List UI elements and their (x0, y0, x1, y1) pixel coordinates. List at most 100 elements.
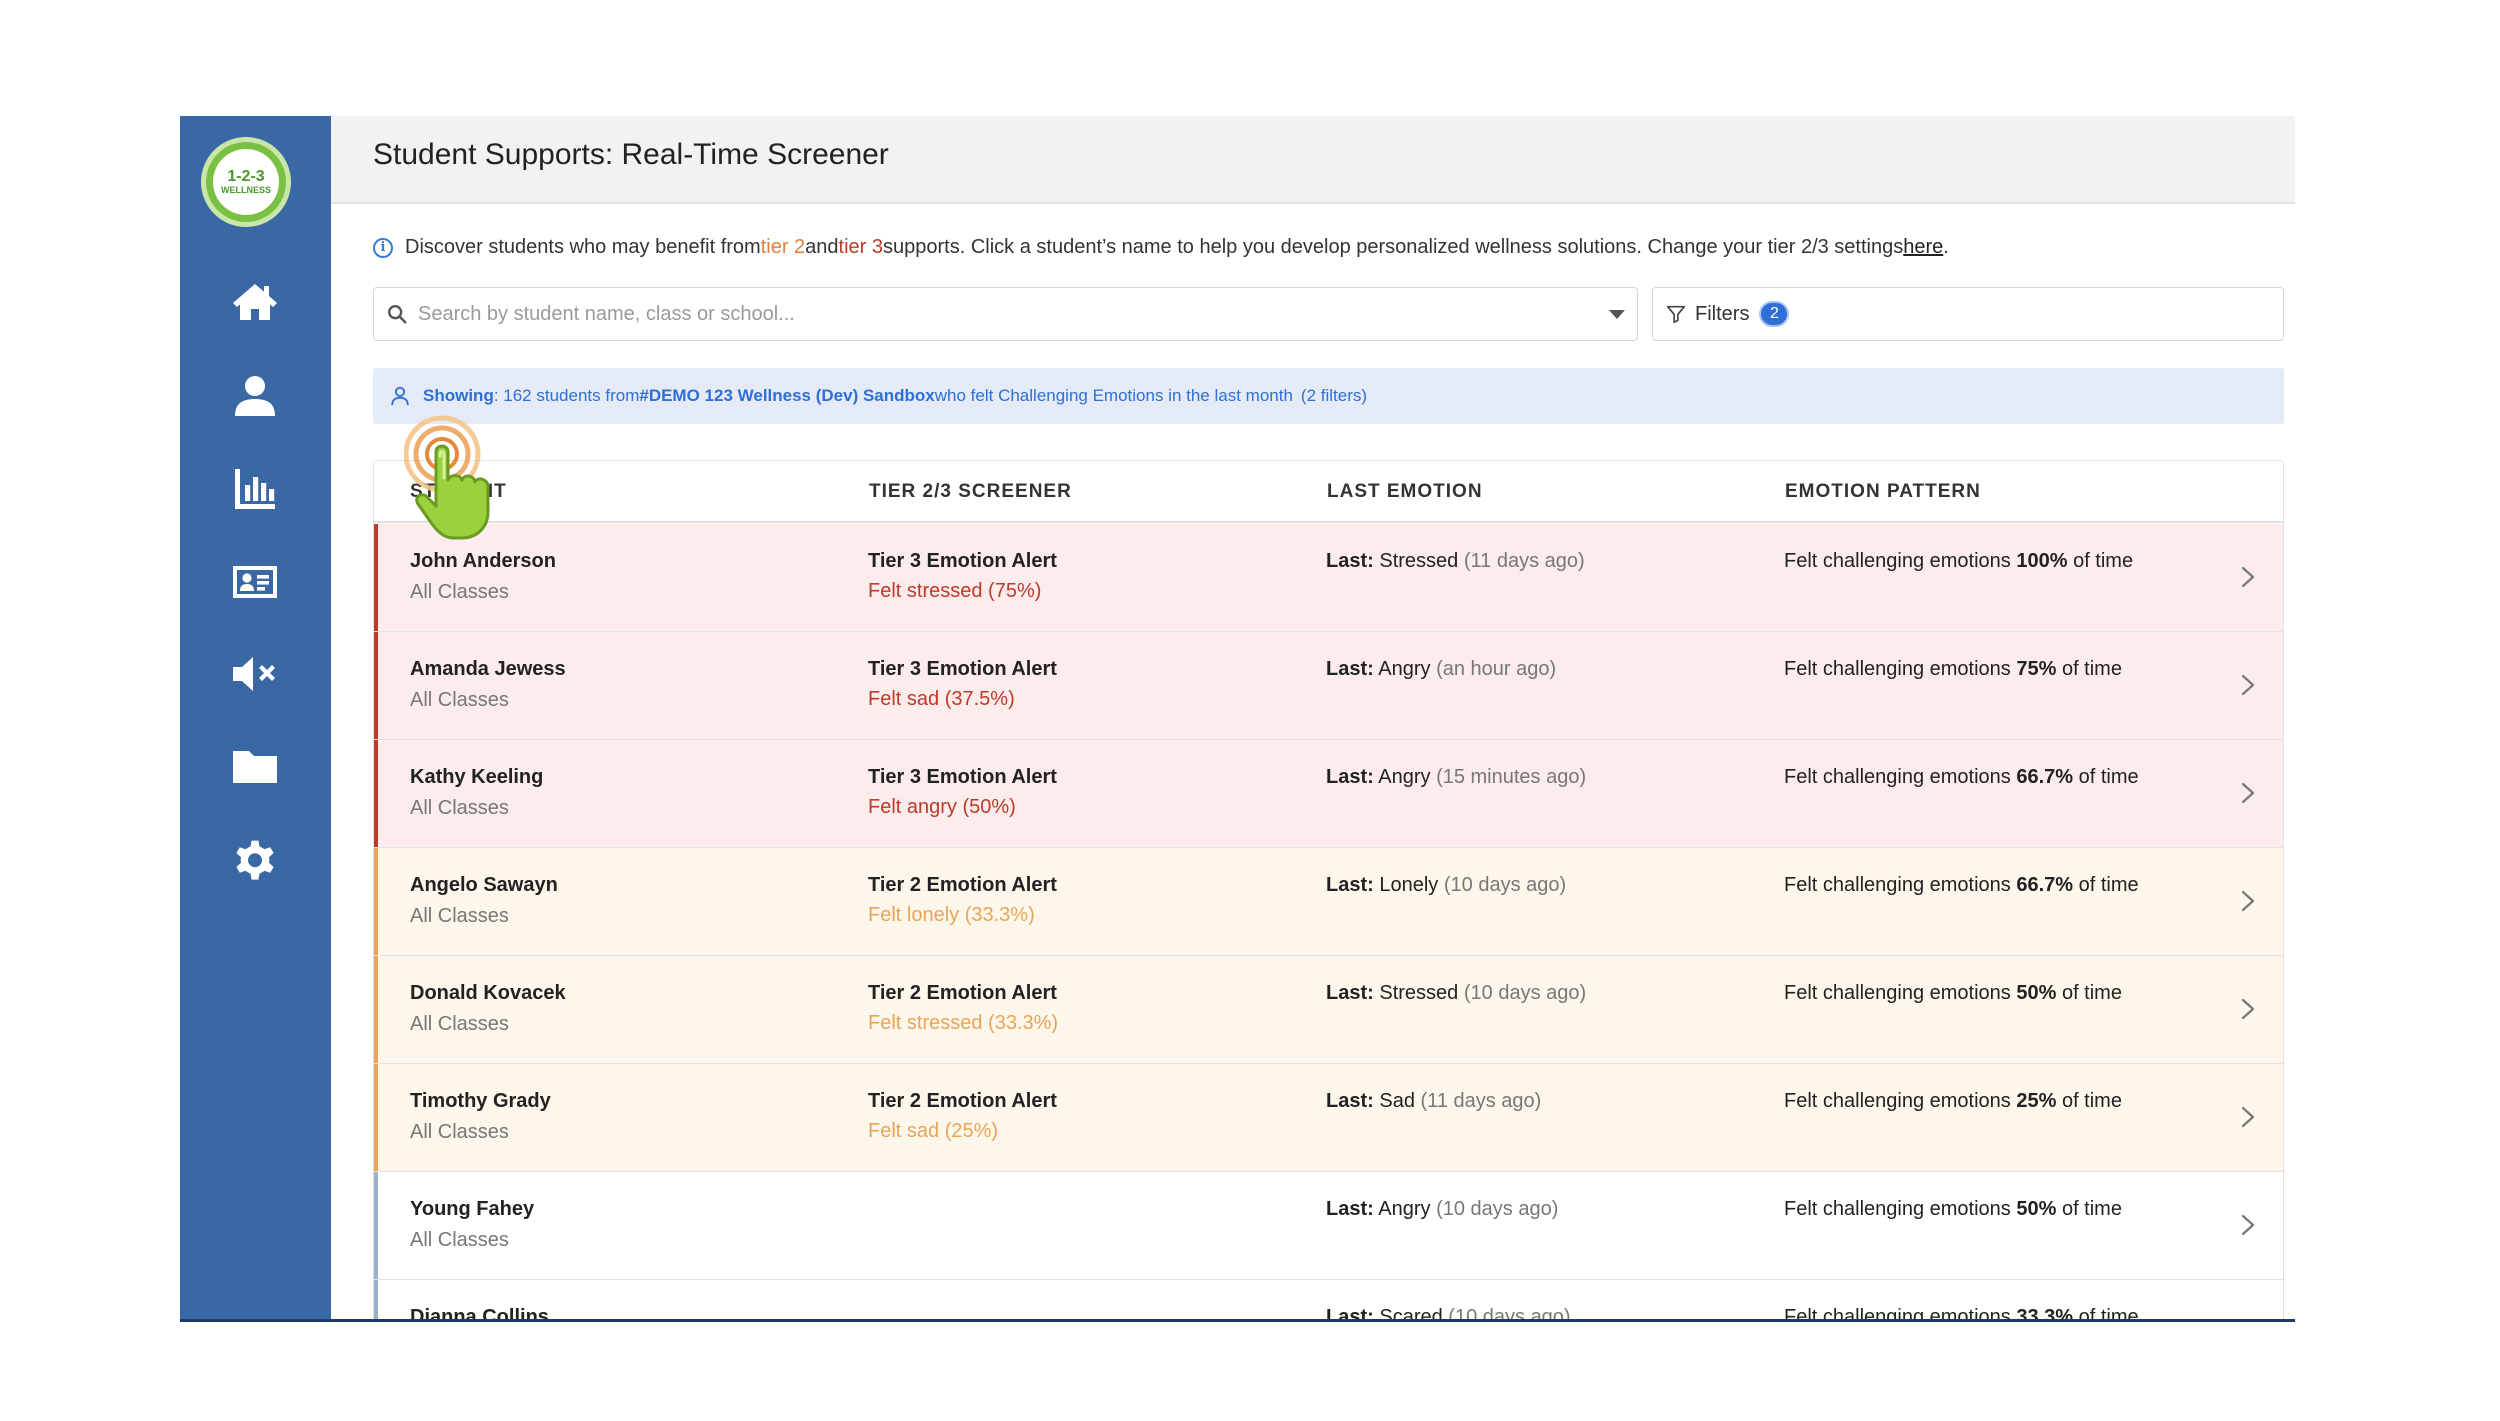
student-classes: All Classes (410, 1121, 509, 1143)
emotion-pattern: Felt challenging emotions 66.7% of time (1784, 766, 2139, 789)
student-classes: All Classes (410, 581, 509, 603)
tier-alert: Tier 2 Emotion Alert (868, 982, 1057, 1004)
pattern-suffix: of time (2056, 658, 2122, 680)
student-name[interactable]: Kathy Keeling (410, 766, 544, 788)
chevron-right-icon[interactable] (2241, 890, 2255, 912)
last-emotion-value: Scared (1379, 1306, 1443, 1321)
pattern-percent: 66.7% (2016, 874, 2074, 896)
students-table: STUDENT TIER 2/3 SCREENER LAST EMOTION E… (373, 460, 2284, 1321)
sidebar-item-profiles[interactable] (227, 554, 283, 610)
last-emotion-value: Stressed (1379, 982, 1459, 1004)
page-title: Student Supports: Real-Time Screener (373, 138, 889, 171)
sidebar-item-files[interactable] (227, 739, 283, 795)
chevron-right-icon[interactable] (2241, 782, 2255, 804)
sidebar-item-mute[interactable] (227, 646, 283, 702)
student-name[interactable]: Donald Kovacek (410, 982, 566, 1004)
pattern-suffix: of time (2056, 982, 2122, 1004)
last-label: Last: (1326, 550, 1374, 572)
table-header: STUDENT TIER 2/3 SCREENER LAST EMOTION E… (374, 461, 2283, 523)
emotion-pattern: Felt challenging emotions 50% of time (1784, 982, 2122, 1005)
pattern-percent: 75% (2016, 658, 2057, 680)
table-row[interactable]: Kathy Keeling All Classes Tier 3 Emotion A… (374, 740, 2283, 848)
tier-felt: Felt angry (50%) (868, 796, 1016, 818)
student-name[interactable]: Amanda Jewess (410, 658, 566, 680)
last-emotion-value: Angry (1378, 658, 1431, 680)
student-name[interactable]: Dianna Collins (410, 1306, 549, 1321)
column-header-emotion-pattern[interactable]: EMOTION PATTERN (1785, 481, 1981, 502)
chevron-right-icon[interactable] (2241, 674, 2255, 696)
chevron-right-icon[interactable] (2241, 998, 2255, 1020)
pattern-suffix: of time (2073, 766, 2139, 788)
table-row[interactable]: Young Fahey All Classes Last: Angry (10 da… (374, 1172, 2283, 1280)
info-tier3: tier 3 (838, 236, 884, 258)
tier-felt: Felt stressed (33.3%) (868, 1012, 1059, 1034)
student-classes: All Classes (410, 905, 509, 927)
settings-link[interactable]: here (1903, 236, 1944, 258)
filters-button[interactable]: Filters 2 (1652, 287, 2284, 341)
student-name[interactable]: Timothy Grady (410, 1090, 551, 1112)
showing-label: Showing (423, 386, 494, 405)
pattern-percent: 50% (2016, 1198, 2057, 1220)
column-header-last-emotion[interactable]: LAST EMOTION (1327, 481, 1483, 502)
tier-indicator-bar (374, 632, 378, 739)
column-header-screener[interactable]: TIER 2/3 SCREENER (869, 481, 1072, 502)
student-name[interactable]: Young Fahey (410, 1198, 535, 1220)
last-label: Last: (1326, 982, 1374, 1004)
last-emotion: Last: Sad (11 days ago) (1326, 1090, 1541, 1113)
pattern-suffix: of time (2056, 1090, 2122, 1112)
last-emotion-time: (10 days ago) (1463, 982, 1587, 1004)
pattern-prefix: Felt challenging emotions (1784, 1198, 2017, 1220)
pattern-prefix: Felt challenging emotions (1784, 658, 2017, 680)
table-row[interactable]: Angelo Sawayn All Classes Tier 2 Emotion A… (374, 848, 2283, 956)
mute-icon (233, 657, 275, 691)
logo-word: WELLNESS (220, 185, 271, 195)
chevron-right-icon[interactable] (2241, 566, 2255, 588)
person-icon (391, 386, 409, 406)
emotion-pattern: Felt challenging emotions 25% of time (1784, 1090, 2122, 1113)
filters-count-badge: 2 (1759, 301, 1790, 327)
chevron-down-icon[interactable] (1609, 309, 1625, 319)
last-emotion-value: Sad (1379, 1090, 1415, 1112)
student-name[interactable]: John Anderson (410, 550, 556, 572)
table-row[interactable]: Timothy Grady All Classes Tier 2 Emotion A… (374, 1064, 2283, 1172)
last-emotion: Last: Angry (an hour ago) (1326, 658, 1556, 681)
chevron-right-icon[interactable] (2241, 1106, 2255, 1128)
chevron-right-icon[interactable] (2241, 1214, 2255, 1236)
emotion-pattern: Felt challenging emotions 66.7% of time (1784, 874, 2139, 897)
sidebar-item-students[interactable] (227, 368, 283, 424)
logo-badge: 1-2-3 WELLNESS (213, 149, 279, 215)
table-row[interactable]: Amanda Jewess All Classes Tier 3 Emotion A… (374, 632, 2283, 740)
folder-icon (233, 751, 277, 783)
search-box[interactable] (373, 287, 1638, 341)
last-emotion-time: (15 minutes ago) (1436, 766, 1587, 788)
sidebar-item-reports[interactable] (227, 461, 283, 517)
last-emotion-time: (11 days ago) (1463, 550, 1585, 572)
info-tier2: tier 2 (760, 236, 806, 258)
tier-alert: Tier 3 Emotion Alert (868, 550, 1057, 572)
pattern-prefix: Felt challenging emotions (1784, 982, 2017, 1004)
tier-indicator-bar (374, 524, 378, 631)
search-input[interactable] (418, 302, 1609, 326)
table-row[interactable]: Donald Kovacek All Classes Tier 2 Emotion … (374, 956, 2283, 1064)
showing-suffix: who felt Challenging Emotions in the las… (934, 386, 1293, 405)
tier-felt: Felt stressed (75%) (868, 580, 1042, 602)
sidebar-item-home[interactable] (227, 274, 283, 330)
showing-filters: (2 filters) (1300, 386, 1368, 405)
tier-alert: Tier 3 Emotion Alert (868, 658, 1057, 680)
logo[interactable]: 1-2-3 WELLNESS (201, 137, 291, 227)
gear-icon (236, 840, 274, 880)
showing-banner: Showing : 162 students from #DEMO 123 We… (373, 368, 2284, 424)
last-label: Last: (1326, 766, 1374, 788)
pattern-percent: 25% (2016, 1090, 2057, 1112)
table-row[interactable]: John Anderson All Classes Tier 3 Emotion A… (374, 524, 2283, 632)
pattern-suffix: of time (2073, 874, 2139, 896)
id-card-icon (233, 566, 277, 598)
pattern-suffix: of time (2056, 1198, 2122, 1220)
filters-label: Filters (1695, 302, 1750, 325)
student-name[interactable]: Angelo Sawayn (410, 874, 558, 896)
last-label: Last: (1326, 874, 1374, 896)
column-header-student[interactable]: STUDENT (410, 481, 507, 502)
last-emotion-time: (11 days ago) (1420, 1090, 1542, 1112)
sidebar-item-settings[interactable] (227, 832, 283, 888)
